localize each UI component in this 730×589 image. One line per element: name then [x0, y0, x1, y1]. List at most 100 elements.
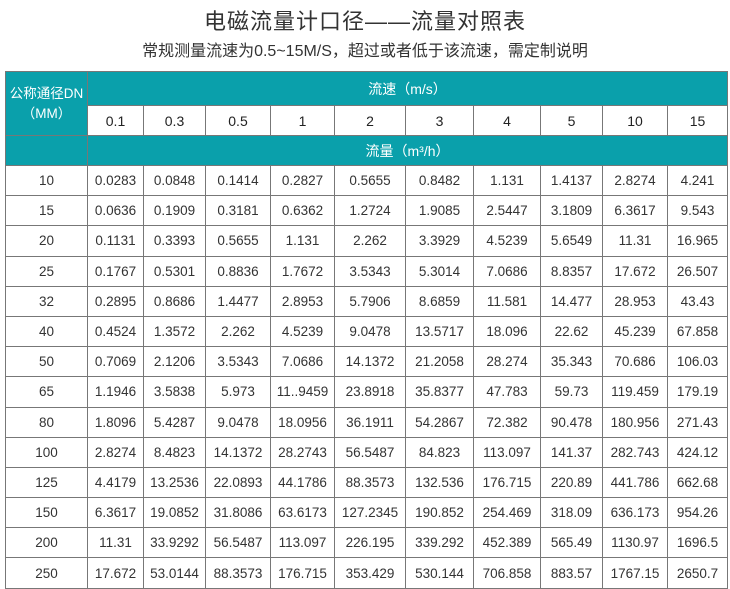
- flow-cell: 5.4287: [143, 406, 206, 438]
- page-subtitle: 常规测量流速为0.5~15M/S，超过或者低于该流速，需定制说明: [142, 43, 588, 60]
- flow-cell: 17.672: [602, 255, 668, 287]
- velocity-cell: 2: [334, 105, 406, 136]
- flow-cell: 28.953: [602, 285, 668, 317]
- flow-cell: 339.292: [405, 527, 474, 559]
- flow-cell: 43.43: [666, 285, 729, 317]
- flow-cell: 2.8274: [602, 164, 668, 197]
- flow-cell: 11.581: [473, 285, 541, 317]
- table-row: 20 0.1131 0.3393 0.5655 1.131 2.262 3.3929 4.52…: [5, 225, 729, 257]
- flow-cell: 35.8377: [405, 376, 474, 408]
- flow-cell: 565.49: [540, 527, 603, 559]
- flow-cell: 13.5717: [405, 315, 474, 348]
- flow-cell: 282.743: [602, 436, 668, 468]
- flow-cell: 1.4477: [205, 285, 271, 317]
- flow-cell: 353.429: [334, 557, 406, 589]
- flow-cell: 1.3572: [143, 315, 206, 348]
- flow-cell: 0.0283: [87, 164, 144, 197]
- table-row: 32 0.2895 0.8686 1.4477 2.8953 5.7906 8.6859 11…: [5, 285, 729, 317]
- flow-cell: 113.097: [473, 436, 541, 468]
- flow-cell: 0.8482: [405, 164, 474, 197]
- flow-cell: 44.1786: [270, 466, 335, 499]
- velocity-cell: 0.5: [205, 105, 271, 136]
- flow-cell: 1.2724: [334, 195, 406, 227]
- flow-cell: 636.173: [602, 497, 668, 529]
- velocity-cell: 1: [270, 105, 335, 136]
- dn-cell: 10: [5, 164, 88, 197]
- flow-cell: 11..9459: [270, 376, 335, 408]
- flow-cell: 33.9292: [143, 527, 206, 559]
- flow-cell: 5.6549: [540, 225, 603, 257]
- dn-cell: 20: [5, 225, 88, 257]
- flow-cell: 1.8096: [87, 406, 144, 438]
- flow-cell: 13.2536: [143, 466, 206, 499]
- flow-cell: 0.1909: [143, 195, 206, 227]
- flow-cell: 0.8686: [143, 285, 206, 317]
- table-row: 100 2.8274 8.4823 14.1372 28.2743 56.5487 84.8…: [5, 436, 729, 468]
- flow-cell: 4.5239: [270, 315, 335, 348]
- flow-cell: 56.5487: [334, 436, 406, 468]
- dn-cell: 100: [5, 436, 88, 468]
- dn-header: 公称通径DN （MM）: [5, 71, 88, 136]
- flow-cell: 28.2743: [270, 436, 335, 468]
- flow-cell: 2.262: [334, 225, 406, 257]
- flow-cell: 318.09: [540, 497, 603, 529]
- table-row: 200 11.31 33.9292 56.5487 113.097 226.195 339.…: [5, 527, 729, 559]
- flow-cell: 45.239: [602, 315, 668, 348]
- velocity-cell: 4: [473, 105, 541, 136]
- flow-cell: 1.131: [270, 225, 335, 257]
- dn-cell: 80: [5, 406, 88, 438]
- velocity-cell: 3: [405, 105, 474, 136]
- flow-cell: 59.73: [540, 376, 603, 408]
- flow-cell: 176.715: [473, 466, 541, 499]
- flow-cell: 16.965: [666, 225, 729, 257]
- flow-cell: 1.9085: [405, 195, 474, 227]
- flow-cell: 141.37: [540, 436, 603, 468]
- flow-cell: 67.858: [666, 315, 729, 348]
- flow-cell: 84.823: [405, 436, 474, 468]
- flow-cell: 254.469: [473, 497, 541, 529]
- page-title: 电磁流量计口径——流量对照表: [203, 9, 526, 34]
- flow-cell: 954.26: [666, 497, 729, 529]
- table-row: 250 17.672 53.0144 88.3573 176.715 353.429 530…: [5, 557, 729, 589]
- flow-cell: 2650.7: [666, 557, 729, 589]
- table-row: 125 4.4179 13.2536 22.0893 44.1786 88.3573 132…: [5, 466, 729, 499]
- flow-cell: 0.3393: [143, 225, 206, 257]
- flow-cell: 5.973: [205, 376, 271, 408]
- dn-header-line1: 公称通径DN: [9, 85, 84, 101]
- flow-cell: 14.1372: [205, 436, 271, 468]
- flow-cell: 1130.97: [602, 527, 668, 559]
- flow-cell: 3.5343: [205, 346, 271, 378]
- flow-cell: 3.1809: [540, 195, 603, 227]
- flow-cell: 90.478: [540, 406, 603, 438]
- flow-cell: 18.0956: [270, 406, 335, 438]
- flow-cell: 53.0144: [143, 557, 206, 589]
- flow-cell: 1.7672: [270, 255, 335, 287]
- flow-cell: 0.8836: [205, 255, 271, 287]
- flow-cell: 88.3573: [205, 557, 271, 589]
- flow-table: 公称通径DN （MM） 流速（m/s） 0.1 0.3 0.5 1 2 3 4 5 10 15 流量…: [5, 71, 729, 589]
- flow-cell: 226.195: [334, 527, 406, 559]
- flow-cell: 0.0636: [87, 195, 144, 227]
- flow-cell: 0.2895: [87, 285, 144, 317]
- flow-cell: 21.2058: [405, 346, 474, 378]
- velocity-cell: 15: [666, 105, 729, 136]
- flow-cell: 1.1946: [87, 376, 144, 408]
- flow-cell: 0.5301: [143, 255, 206, 287]
- flow-cell: 0.1414: [205, 164, 271, 197]
- flow-cell: 271.43: [666, 406, 729, 438]
- flow-cell: 8.6859: [405, 285, 474, 317]
- flow-cell: 132.536: [405, 466, 474, 499]
- flow-cell: 22.62: [540, 315, 603, 348]
- flow-cell: 4.5239: [473, 225, 541, 257]
- flow-cell: 179.19: [666, 376, 729, 408]
- flow-cell: 662.68: [666, 466, 729, 499]
- flow-cell: 2.262: [205, 315, 271, 348]
- table-row: 50 0.7069 2.1206 3.5343 7.0686 14.1372 21.2058…: [5, 346, 729, 378]
- flow-cell: 5.3014: [405, 255, 474, 287]
- flow-cell: 4.241: [666, 164, 729, 197]
- flow-cell: 47.783: [473, 376, 541, 408]
- flow-cell: 0.2827: [270, 164, 335, 197]
- flow-cell: 22.0893: [205, 466, 271, 499]
- velocity-header: 流速（m/s）: [86, 71, 729, 106]
- flow-cell: 127.2345: [334, 497, 406, 529]
